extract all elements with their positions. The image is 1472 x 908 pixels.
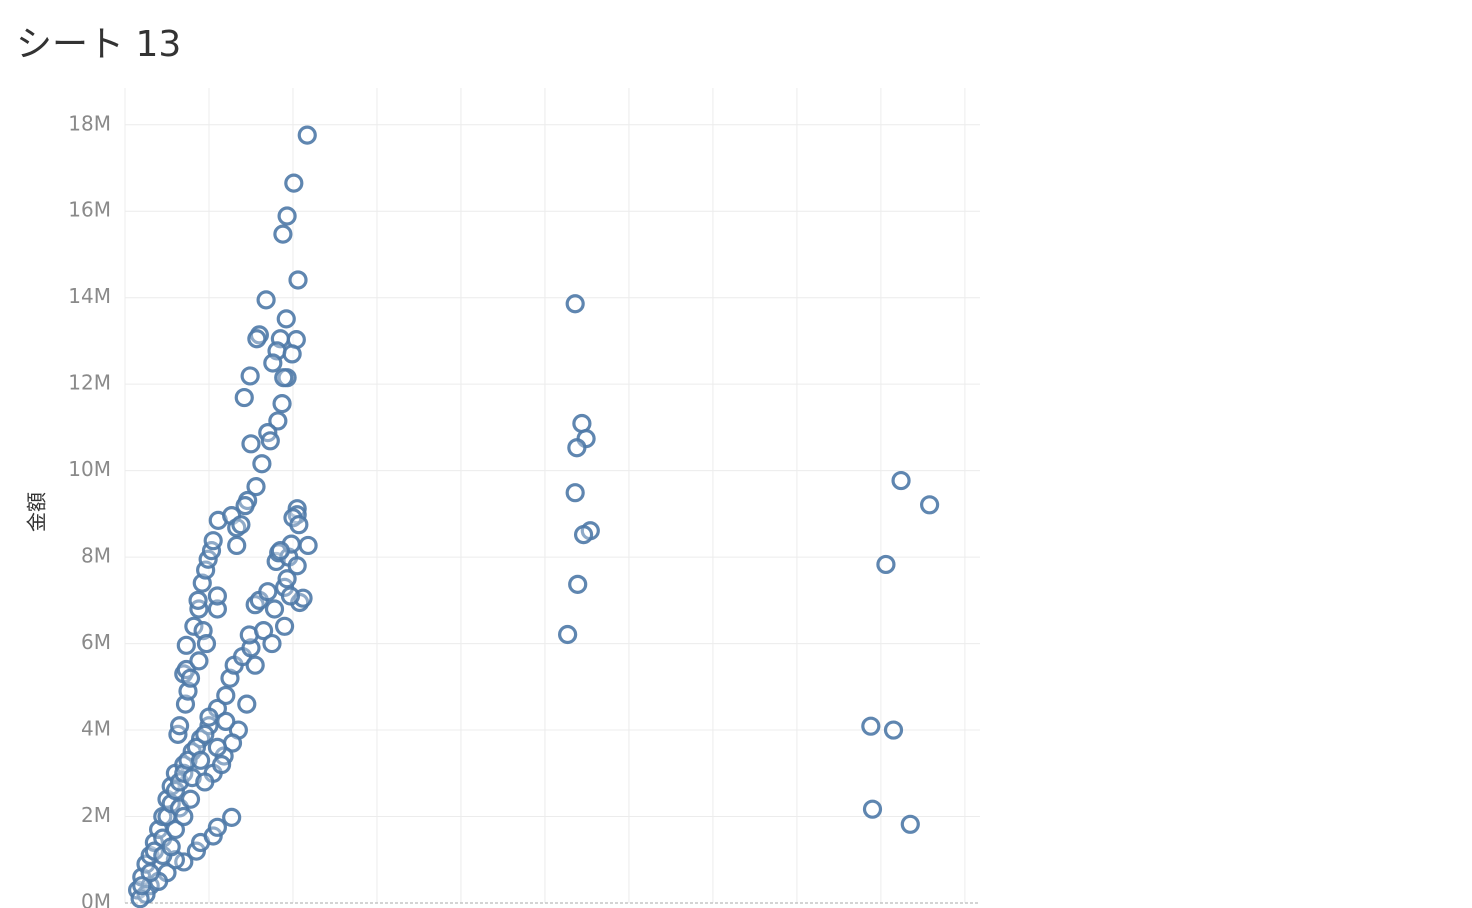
- point: [262, 633, 282, 654]
- point: [132, 876, 152, 896]
- point: [277, 569, 297, 589]
- point: [237, 694, 257, 714]
- point: [565, 294, 585, 314]
- point: [920, 495, 940, 515]
- point: [180, 789, 201, 809]
- point: [287, 556, 307, 576]
- y-tick-label: 16M: [68, 198, 111, 222]
- point: [207, 586, 227, 606]
- point: [174, 806, 194, 827]
- point: [235, 496, 255, 516]
- point: [558, 624, 578, 645]
- point: [253, 621, 274, 641]
- point: [297, 125, 317, 145]
- point: [169, 716, 190, 736]
- point: [263, 353, 283, 373]
- point: [264, 599, 285, 619]
- point: [231, 515, 251, 535]
- point: [216, 711, 236, 732]
- point: [288, 270, 308, 290]
- y-tick-label: 8M: [81, 544, 111, 568]
- point: [573, 525, 594, 545]
- point: [274, 368, 294, 388]
- point: [280, 586, 301, 606]
- y-axis-label: 金額: [25, 492, 49, 532]
- point: [274, 616, 295, 636]
- point: [260, 431, 280, 451]
- point: [227, 535, 247, 556]
- point: [568, 574, 588, 594]
- point: [190, 750, 211, 770]
- y-tick-label: 12M: [68, 371, 111, 395]
- point: [567, 438, 587, 458]
- point: [565, 483, 585, 503]
- point: [195, 772, 215, 792]
- point: [222, 807, 242, 827]
- point: [883, 720, 904, 740]
- point: [276, 309, 296, 329]
- point: [188, 590, 208, 610]
- y-tick-label: 14M: [68, 284, 111, 308]
- point: [211, 755, 232, 775]
- point: [861, 716, 881, 736]
- point: [876, 554, 896, 575]
- point: [252, 454, 272, 474]
- point: [207, 737, 227, 757]
- point: [203, 531, 223, 551]
- point: [207, 599, 227, 619]
- point: [199, 707, 219, 727]
- point: [184, 616, 204, 636]
- point: [289, 515, 309, 535]
- point: [247, 329, 267, 349]
- point: [240, 366, 260, 386]
- point: [161, 837, 181, 857]
- point: [572, 413, 592, 434]
- point: [277, 206, 297, 226]
- point: [298, 535, 318, 556]
- point: [268, 411, 288, 431]
- point: [165, 819, 185, 840]
- point: [256, 290, 276, 310]
- point: [241, 434, 261, 454]
- point: [176, 635, 196, 655]
- point: [273, 224, 293, 244]
- y-tick-label: 0M: [81, 890, 111, 908]
- point: [140, 863, 160, 883]
- point: [245, 655, 265, 675]
- point: [195, 724, 215, 744]
- point: [284, 173, 304, 193]
- point: [900, 814, 920, 834]
- point: [258, 582, 278, 602]
- point: [196, 633, 217, 654]
- y-tick-label: 6M: [81, 630, 111, 654]
- point: [189, 651, 209, 671]
- point: [180, 668, 201, 688]
- point: [272, 394, 292, 414]
- y-tick-label: 2M: [81, 803, 111, 827]
- y-tick-label: 10M: [68, 457, 111, 481]
- point: [207, 817, 227, 837]
- point: [216, 685, 236, 706]
- point: [270, 541, 290, 561]
- y-tick-label: 4M: [81, 717, 111, 741]
- point: [234, 387, 254, 408]
- point: [891, 470, 911, 491]
- chart-title: シート 13: [16, 24, 181, 65]
- point: [862, 799, 883, 819]
- y-tick-label: 18M: [68, 111, 111, 135]
- point: [282, 344, 302, 364]
- point: [246, 477, 266, 497]
